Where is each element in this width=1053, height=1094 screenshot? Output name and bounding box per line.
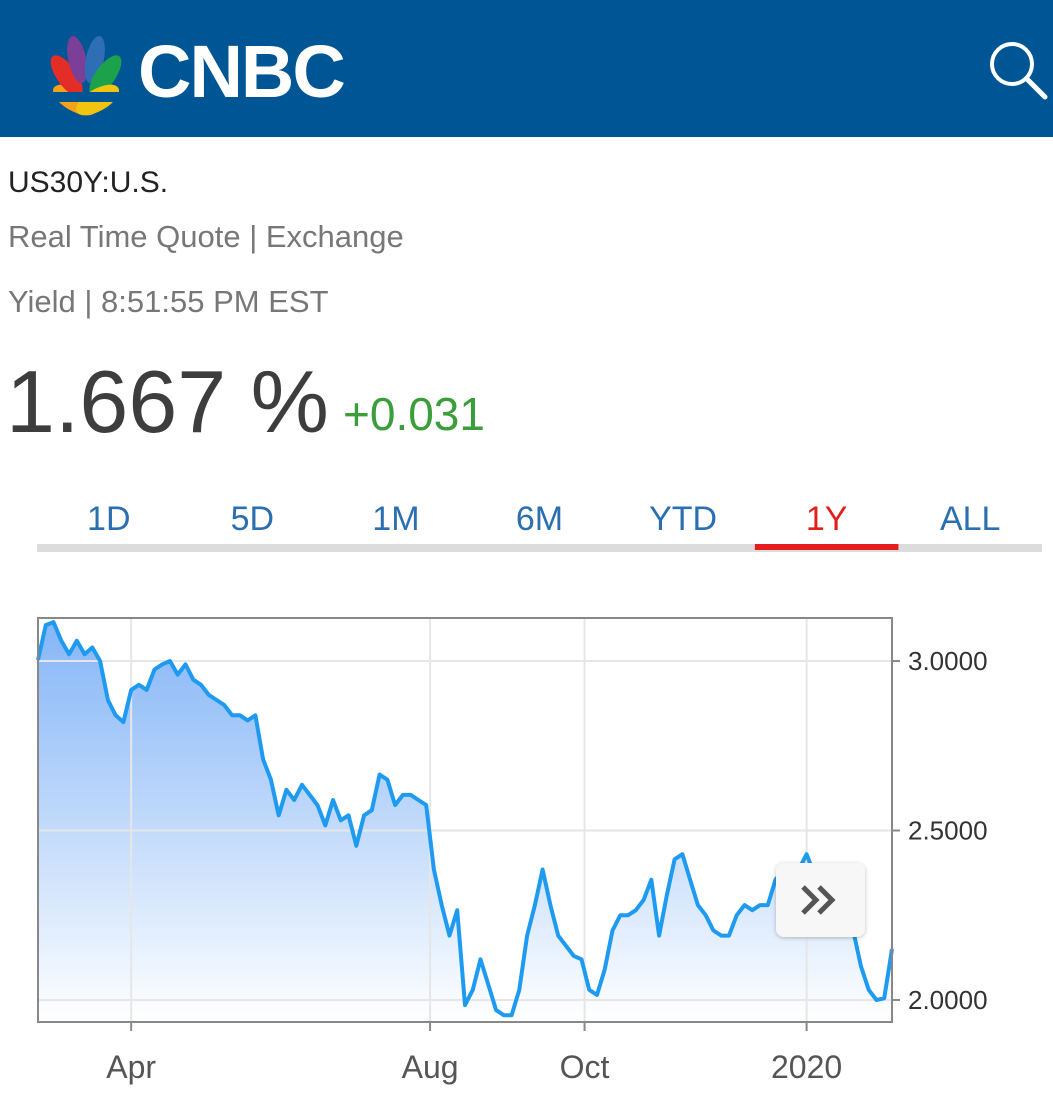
tab-underline — [754, 544, 899, 550]
tab[interactable]: 1Y — [806, 500, 848, 538]
y-tick-label: 3.0000 — [908, 646, 988, 676]
y-tick-label: 2.0000 — [908, 985, 988, 1015]
header-bar — [0, 0, 1053, 137]
tab[interactable]: 1D — [87, 500, 130, 538]
x-tick-label: 2020 — [771, 1049, 842, 1085]
x-tick-label: Aug — [402, 1049, 459, 1085]
y-tick-label: 2.5000 — [908, 816, 988, 846]
plot-border — [37, 617, 893, 1023]
x-tick-label: Oct — [560, 1049, 610, 1085]
source: Real Time Quote | Exchange — [8, 219, 404, 254]
logo-text: CNBC — [138, 30, 344, 113]
tab[interactable]: ALL — [940, 500, 1001, 538]
tab[interactable]: 1M — [372, 500, 419, 538]
tab[interactable]: 6M — [516, 500, 563, 538]
expand-button[interactable] — [776, 863, 865, 937]
price: 1.667 % — [6, 352, 329, 451]
meta: Yield | 8:51:55 PM EST — [8, 284, 329, 319]
yield-line — [36, 620, 894, 1018]
x-tick-label: Apr — [106, 1049, 156, 1085]
change: +0.031 — [343, 388, 485, 440]
area-fill — [38, 622, 892, 1022]
tab-track — [37, 544, 1042, 552]
tab[interactable]: 5D — [231, 500, 274, 538]
tab[interactable]: YTD — [649, 500, 717, 538]
search-icon[interactable] — [990, 42, 1048, 100]
peacock-logo — [38, 36, 134, 116]
symbol: US30Y:U.S. — [8, 166, 168, 199]
